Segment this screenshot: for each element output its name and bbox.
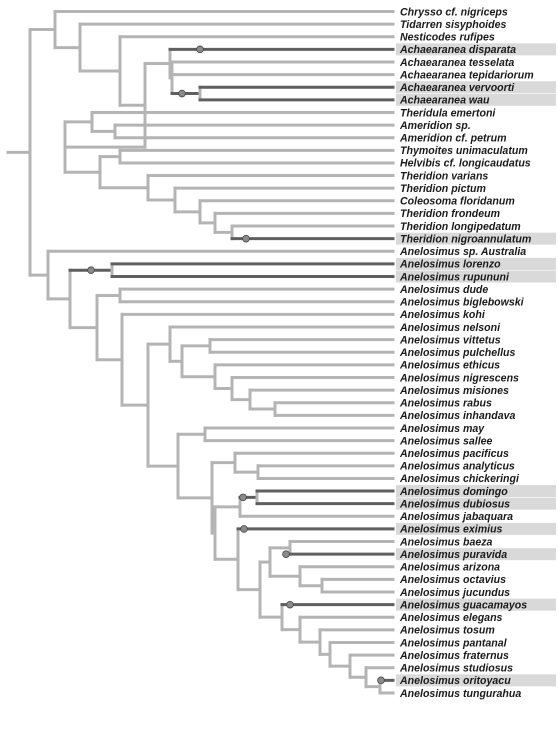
taxon-label: Theridion nigroannulatum <box>400 233 531 245</box>
node-markers <box>87 45 385 685</box>
highlight-bar <box>396 485 556 498</box>
highlight-bar <box>396 93 556 106</box>
taxon-label: Anelosimus nelsoni <box>399 322 501 334</box>
taxon-label: Anelosimus chickeringi <box>399 473 520 485</box>
taxon-label: Anelosimus puravida <box>399 549 507 561</box>
highlight-bar <box>396 598 556 611</box>
taxon-label: Achaearanea vervoorti <box>399 82 515 94</box>
taxon-label: Tidarren sisyphoides <box>400 19 506 31</box>
taxon-label: Anelosimus misiones <box>399 385 509 397</box>
taxon-label: Anelosimus eximius <box>399 524 503 536</box>
highlight-bars <box>396 43 556 687</box>
highlight-bar <box>396 257 556 270</box>
taxon-label: Theridula emertoni <box>400 107 496 119</box>
node-marker <box>239 493 247 502</box>
taxon-label: Anelosimus domingo <box>399 486 508 498</box>
taxon-label: Anelosimus kohi <box>399 309 486 321</box>
taxon-label: Anelosimus rupununi <box>399 271 510 283</box>
taxon-label: Achaearanea disparata <box>399 44 516 56</box>
node-marker <box>242 234 250 243</box>
taxon-label: Thymoites unimaculatum <box>400 145 528 157</box>
taxon-label: Anelosimus dude <box>399 284 488 296</box>
taxon-label: Anelosimus elegans <box>399 612 503 624</box>
node-marker <box>178 89 186 98</box>
taxon-label: Anelosimus jabaquara <box>399 511 513 523</box>
taxon-label: Anelosimus vittetus <box>399 334 501 346</box>
taxon-label: Anelosimus dubiosus <box>399 498 510 510</box>
highlight-bar <box>396 674 556 687</box>
taxon-label: Anelosimus pulchellus <box>399 347 515 359</box>
taxon-label: Theridion varians <box>400 170 488 182</box>
taxon-label: Anelosimus may <box>399 423 485 435</box>
tree-branches <box>6 10 395 695</box>
node-marker <box>196 45 204 54</box>
taxon-label: Anelosimus analyticus <box>399 461 515 473</box>
taxon-label: Theridion pictum <box>400 183 486 195</box>
highlight-bar <box>396 270 556 283</box>
taxon-label: Anelosimus tungurahua <box>399 688 521 700</box>
highlight-bar <box>396 497 556 510</box>
taxon-label: Anelosimus jucundus <box>399 587 510 599</box>
taxon-label: Anelosimus tosum <box>399 625 495 637</box>
taxon-label: Anelosimus rabus <box>399 398 492 410</box>
taxon-label: Anelosimus pantanal <box>399 637 508 649</box>
taxon-label: Helvibis cf. longicaudatus <box>400 158 531 170</box>
node-marker <box>377 676 385 685</box>
taxon-label: Anelosimus ethicus <box>399 360 500 372</box>
taxon-label: Anelosimus sp. Australia <box>399 246 526 258</box>
taxon-label: Ameridion cf. petrum <box>399 133 507 145</box>
highlight-bar <box>396 232 556 245</box>
taxon-label: Anelosimus inhandava <box>399 410 515 422</box>
taxon-label: Anelosimus sallee <box>399 435 493 447</box>
taxon-label: Achaearanea wau <box>399 95 490 107</box>
taxon-label: Anelosimus guacamayos <box>399 599 527 611</box>
taxon-label: Achaearanea tesselata <box>399 57 514 69</box>
node-marker <box>240 525 248 533</box>
taxon-label: Anelosimus baeza <box>399 536 493 548</box>
taxon-label: Chrysso cf. nigriceps <box>400 6 508 18</box>
taxon-label: Coleosoma floridanum <box>400 196 515 208</box>
taxon-label: Anelosimus studiosus <box>399 663 513 675</box>
taxon-label: Anelosimus arizona <box>399 562 500 574</box>
node-marker <box>286 600 294 609</box>
taxon-label: Anelosimus octavius <box>399 574 506 586</box>
taxon-label: Anelosimus oritoyacu <box>399 675 511 687</box>
taxon-label: Anelosimus nigrescens <box>399 372 519 384</box>
taxon-label: Theridion longipedatum <box>400 221 521 233</box>
taxon-label: Anelosimus lorenzo <box>399 259 501 271</box>
taxon-label: Anelosimus pacificus <box>399 448 509 460</box>
taxon-label: Ameridion sp. <box>399 120 471 132</box>
node-marker <box>87 266 95 275</box>
highlight-bar <box>396 43 556 56</box>
highlight-bar <box>396 548 556 561</box>
taxon-label: Achaearanea tepidariorum <box>399 69 534 81</box>
taxon-label: Anelosimus fraternus <box>399 650 509 662</box>
taxon-label: Anelosimus biglebowski <box>399 297 525 309</box>
highlight-bar <box>396 522 556 535</box>
node-marker <box>282 550 290 558</box>
taxon-label: Theridion frondeum <box>400 208 500 220</box>
taxon-label: Nesticodes rufipes <box>400 32 495 44</box>
highlight-bar <box>396 81 556 94</box>
